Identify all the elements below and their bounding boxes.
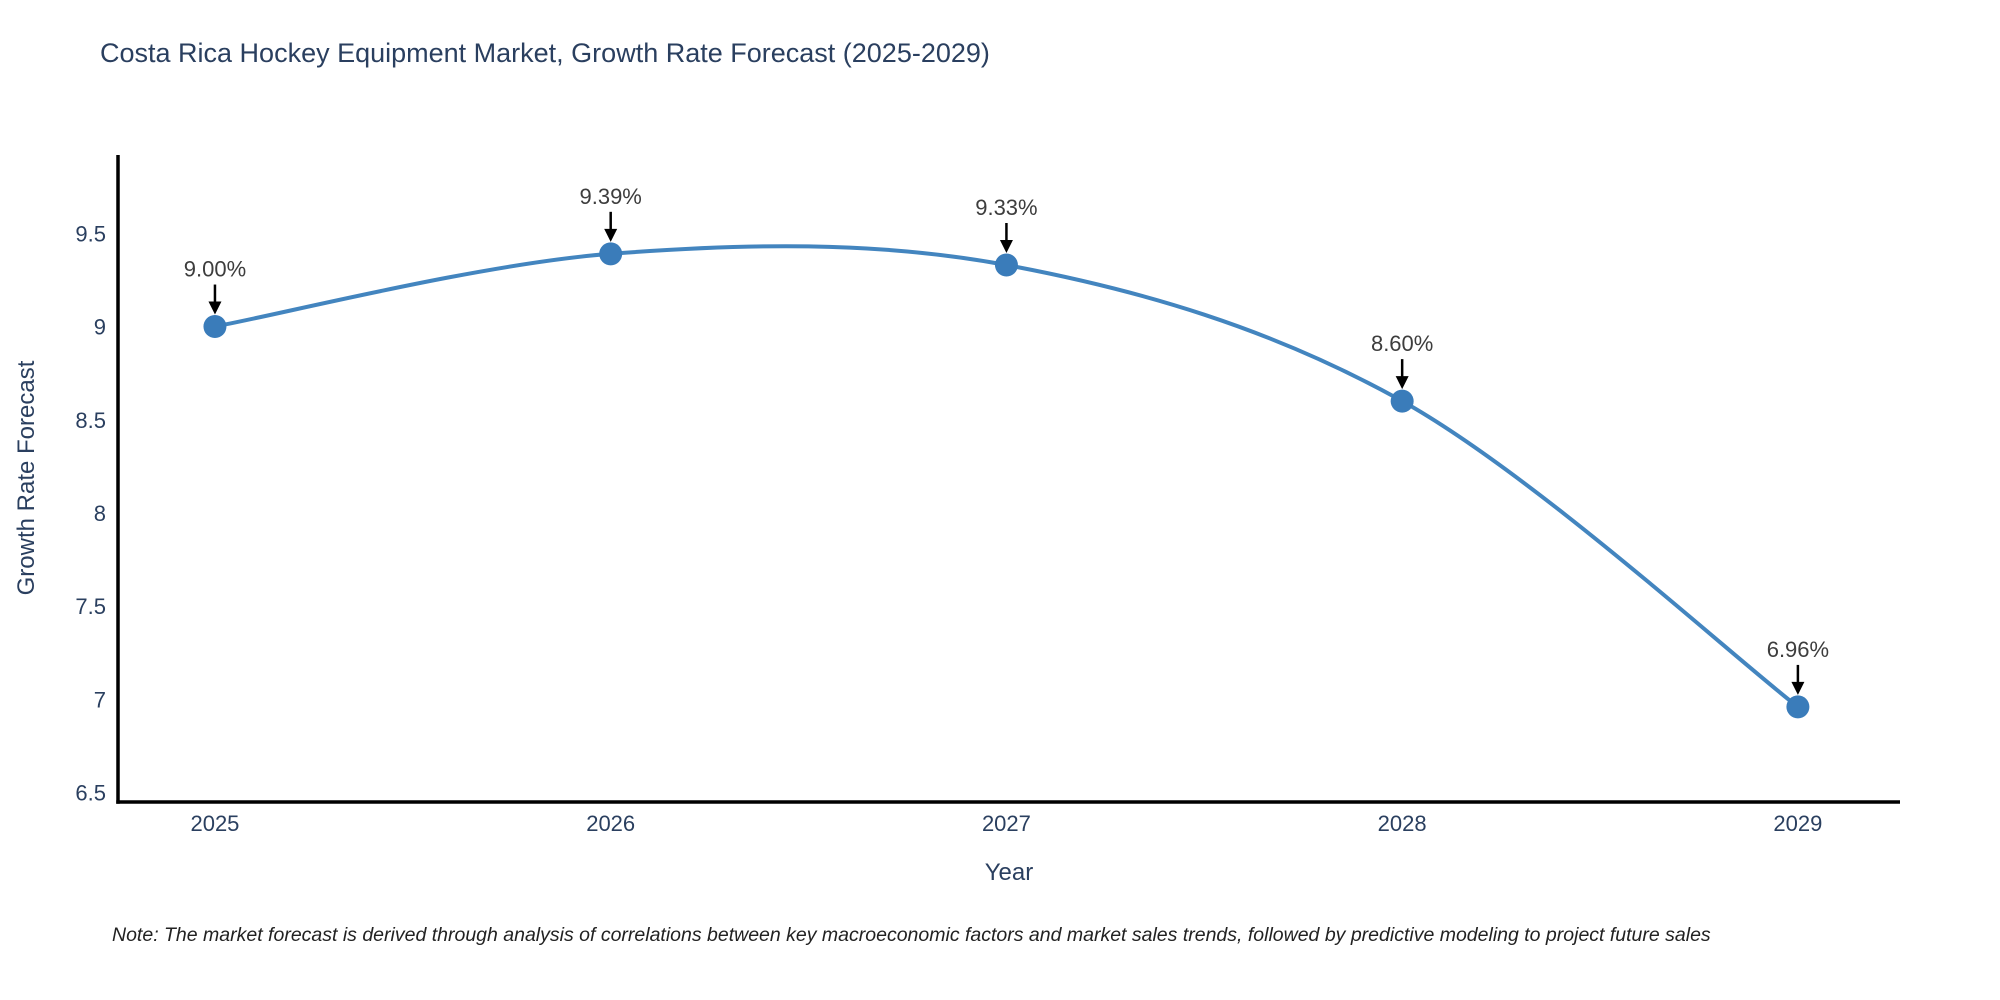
data-point-marker[interactable]	[1390, 389, 1414, 413]
y-tick-label: 7	[94, 687, 106, 712]
y-tick-label: 8	[94, 501, 106, 526]
x-tick-label: 2029	[1773, 811, 1822, 836]
y-tick-label: 8.5	[75, 408, 106, 433]
y-tick-label: 7.5	[75, 594, 106, 619]
forecast-line	[213, 244, 1800, 709]
y-tick-label: 9.5	[75, 221, 106, 246]
annotation-arrowhead-icon	[1791, 681, 1805, 695]
data-point-label: 9.00%	[184, 257, 246, 282]
y-tick-label: 6.5	[75, 781, 106, 806]
chart-title: Costa Rica Hockey Equipment Market, Grow…	[100, 38, 990, 68]
y-axis-title: Growth Rate Forecast	[13, 360, 40, 596]
footnote: Note: The market forecast is derived thr…	[112, 924, 1711, 946]
x-tick-label: 2025	[190, 811, 239, 836]
annotation-arrowhead-icon	[208, 301, 222, 315]
data-point-marker[interactable]	[203, 315, 227, 339]
data-point-label: 8.60%	[1371, 331, 1433, 356]
x-tick-label: 2026	[586, 811, 635, 836]
data-point-label: 9.39%	[579, 184, 641, 209]
annotation-arrowhead-icon	[1395, 376, 1409, 390]
annotation-arrowhead-icon	[604, 228, 618, 242]
data-point-label: 6.96%	[1767, 637, 1829, 662]
x-axis-title: Year	[984, 859, 1034, 886]
annotation-arrowhead-icon	[999, 240, 1013, 254]
y-tick-label: 9	[94, 315, 106, 340]
data-point-marker[interactable]	[599, 242, 623, 266]
data-point-label: 9.33%	[975, 195, 1037, 220]
data-point-marker[interactable]	[1786, 695, 1810, 719]
data-point-marker[interactable]	[994, 253, 1018, 277]
x-tick-label: 2027	[982, 811, 1031, 836]
x-tick-label: 2028	[1378, 811, 1427, 836]
